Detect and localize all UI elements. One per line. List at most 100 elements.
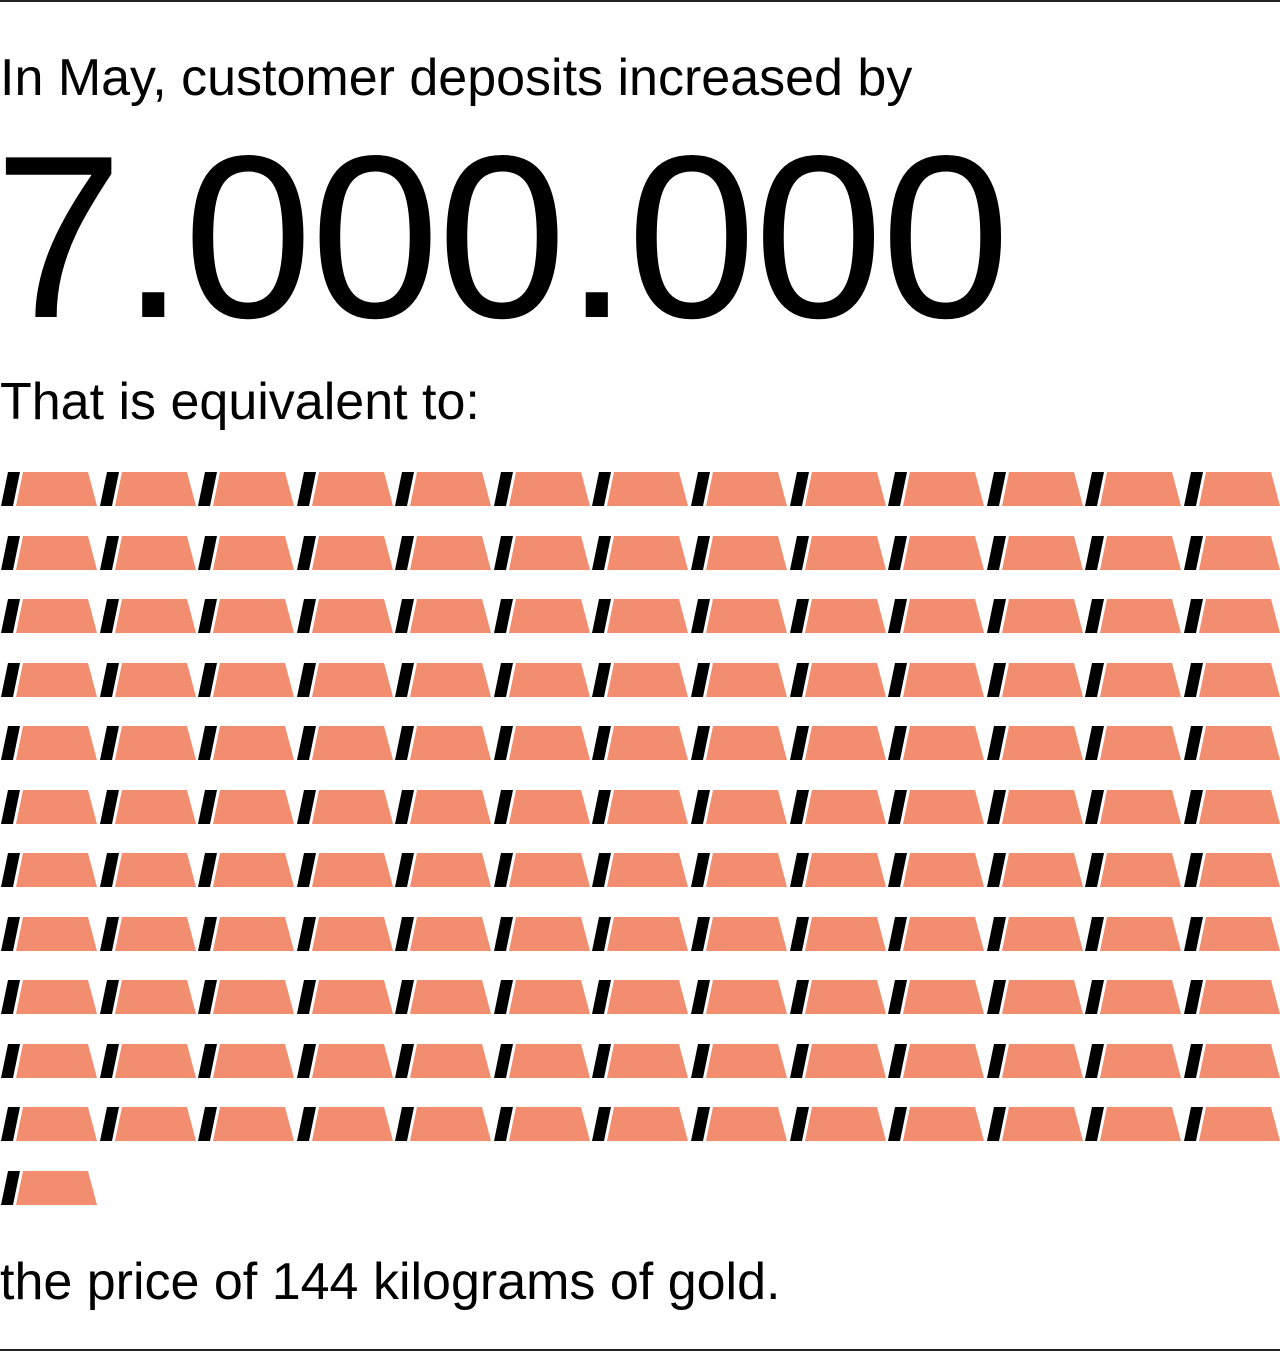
bar-face [1001,599,1083,633]
gold-bar [888,916,985,951]
bar-face [114,1043,196,1078]
gold-bar [888,535,985,570]
gold-bar [1183,472,1280,506]
bar-edge [493,1107,513,1141]
gold-bar [691,472,788,506]
bar-edge [888,1107,908,1141]
bar-face [1001,853,1083,887]
bar-face [1100,535,1182,570]
bar-face [213,535,295,570]
bar-edge [592,1107,612,1141]
bar-edge [395,789,415,824]
bar-edge [888,472,908,506]
bar-edge [99,599,119,633]
bar-face [1100,916,1182,951]
bar-face [607,980,689,1014]
gold-bar [1085,1043,1182,1078]
bar-edge [198,1043,218,1078]
bar-face [1198,1107,1280,1141]
gold-bar [789,853,886,887]
bar-edge [592,535,612,570]
gold-bar [888,789,985,824]
gold-bar [789,916,886,951]
bar-face [706,662,788,697]
bar-edge [1,726,20,760]
bar-face [903,853,985,887]
gold-bar [1183,662,1280,697]
bar-face [804,1107,886,1141]
bar-edge [592,662,612,697]
gold-bar [986,535,1083,570]
bar-edge [1183,726,1203,760]
bar-edge [986,662,1006,697]
bar-edge [1085,535,1105,570]
bar-face [508,599,590,633]
gold-bar [986,726,1083,760]
gold-bar [888,662,985,697]
bar-edge [789,1107,809,1141]
bar-face [508,662,590,697]
bar-face [903,980,985,1014]
bar-edge [986,853,1006,887]
bar-face [213,662,295,697]
bar-edge [395,1043,415,1078]
bar-edge [789,1043,809,1078]
gold-bar [789,472,886,506]
bar-edge [888,535,908,570]
bar-edge [1183,535,1203,570]
bar-edge [691,980,711,1014]
bar-face [213,726,295,760]
gold-bar [198,980,295,1014]
bar-edge [986,916,1006,951]
bar-face [508,916,590,951]
bar-edge [99,662,119,697]
bar-edge [691,472,711,506]
bar-face [1100,662,1182,697]
gold-bar [198,662,295,697]
bar-edge [986,1107,1006,1141]
gold-bar [296,853,393,887]
bar-face [114,916,196,951]
bar-face [804,535,886,570]
bar-face [607,535,689,570]
bar-face [311,1043,393,1078]
bar-face [1198,853,1280,887]
bar-edge [1183,1107,1203,1141]
gold-bar [395,1107,492,1141]
bar-edge [1085,726,1105,760]
bar-edge [592,1043,612,1078]
bar-face [213,980,295,1014]
bar-edge [296,789,316,824]
gold-bar [1183,980,1280,1014]
bar-face [410,472,492,506]
bar-edge [888,853,908,887]
bar-edge [1085,916,1105,951]
bar-edge [1183,916,1203,951]
bar-edge [592,789,612,824]
bar-face [1198,662,1280,697]
gold-bar [198,853,295,887]
gold-bar [986,1043,1083,1078]
gold-bar [1085,1107,1182,1141]
bar-edge [198,599,218,633]
bar-face [804,726,886,760]
bar-edge [1,789,20,824]
bar-face [508,1043,590,1078]
gold-bar [395,472,492,506]
bar-face [410,853,492,887]
bar-edge [395,662,415,697]
bar-face [607,916,689,951]
bar-face [114,662,196,697]
gold-bar [888,980,985,1014]
bar-face [16,1107,97,1141]
gold-bar [395,726,492,760]
bar-face [1100,853,1182,887]
bar-face [607,726,689,760]
bar-face [804,662,886,697]
bar-edge [1085,1107,1105,1141]
bar-face [1100,1107,1182,1141]
gold-bar [99,472,196,506]
bar-face [1100,1043,1182,1078]
bar-face [607,1107,689,1141]
bar-face [16,853,97,887]
